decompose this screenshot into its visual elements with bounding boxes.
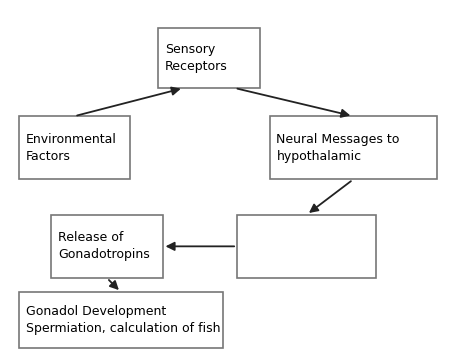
Text: Release of
Gonadotropins: Release of Gonadotropins <box>58 231 150 261</box>
Bar <box>237 215 376 278</box>
Bar <box>270 116 437 180</box>
Text: Neural Messages to
hypothalamic: Neural Messages to hypothalamic <box>276 133 400 163</box>
Bar <box>18 292 223 348</box>
Text: Gonadol Development
Spermiation, calculation of fish: Gonadol Development Spermiation, calcula… <box>26 305 220 335</box>
Bar <box>51 215 163 278</box>
Bar <box>18 116 130 180</box>
Text: Environmental
Factors: Environmental Factors <box>26 133 117 163</box>
Bar <box>158 28 260 88</box>
Text: Sensory
Receptors: Sensory Receptors <box>165 43 228 73</box>
